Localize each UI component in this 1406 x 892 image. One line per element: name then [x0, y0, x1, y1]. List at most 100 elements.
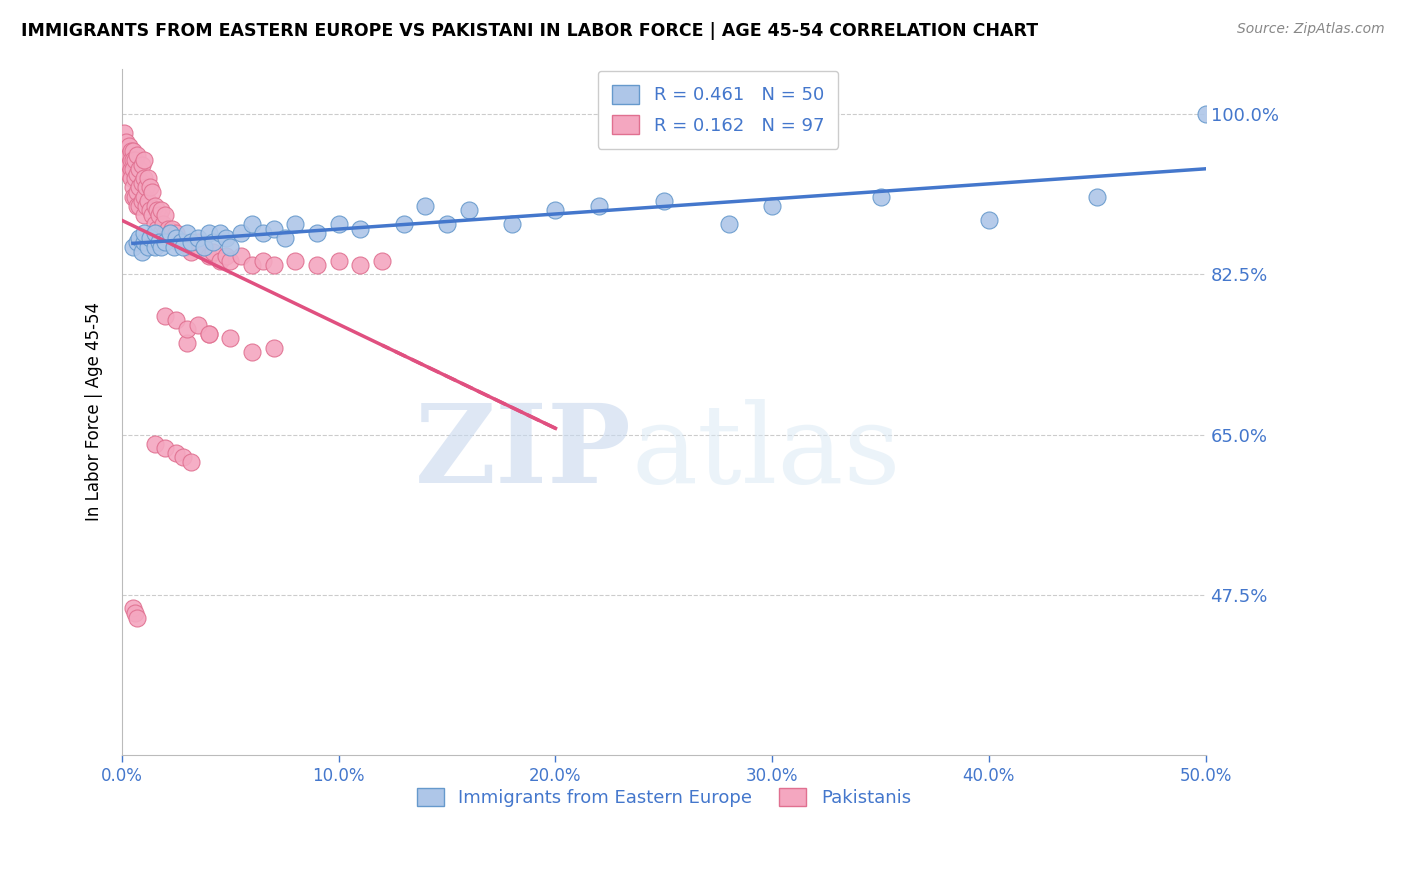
- Point: [392, 217, 415, 231]
- Point: [187, 231, 209, 245]
- Point: [132, 235, 155, 250]
- Point: [202, 235, 225, 250]
- Point: [197, 226, 219, 240]
- Point: [172, 240, 194, 254]
- Point: [132, 153, 155, 167]
- Point: [501, 217, 523, 231]
- Point: [136, 194, 159, 209]
- Point: [165, 446, 187, 460]
- Point: [141, 208, 163, 222]
- Point: [167, 235, 190, 250]
- Point: [143, 199, 166, 213]
- Point: [172, 235, 194, 250]
- Point: [156, 221, 179, 235]
- Point: [143, 217, 166, 231]
- Point: [117, 139, 139, 153]
- Point: [115, 153, 138, 167]
- Point: [588, 199, 610, 213]
- Point: [263, 258, 285, 272]
- Point: [180, 235, 202, 250]
- Point: [155, 235, 177, 250]
- Point: [252, 253, 274, 268]
- Point: [328, 253, 350, 268]
- Point: [124, 171, 146, 186]
- Point: [112, 144, 135, 158]
- Point: [160, 221, 183, 235]
- Point: [115, 162, 138, 177]
- Point: [139, 231, 162, 245]
- Point: [150, 240, 173, 254]
- Point: [135, 199, 157, 213]
- Point: [163, 240, 186, 254]
- Point: [132, 189, 155, 203]
- Point: [152, 217, 174, 231]
- Point: [307, 226, 329, 240]
- Point: [124, 153, 146, 167]
- Point: [349, 221, 371, 235]
- Point: [219, 253, 242, 268]
- Point: [148, 208, 170, 222]
- Point: [150, 203, 173, 218]
- Text: Source: ZipAtlas.com: Source: ZipAtlas.com: [1237, 22, 1385, 37]
- Point: [139, 180, 162, 194]
- Point: [145, 221, 167, 235]
- Point: [252, 226, 274, 240]
- Point: [115, 135, 138, 149]
- Point: [127, 199, 149, 213]
- Point: [457, 203, 479, 218]
- Point: [187, 235, 209, 250]
- Point: [143, 240, 166, 254]
- Point: [159, 226, 181, 240]
- Point: [127, 610, 149, 624]
- Point: [284, 217, 307, 231]
- Point: [240, 345, 263, 359]
- Point: [122, 153, 145, 167]
- Point: [155, 442, 177, 456]
- Point: [132, 171, 155, 186]
- Point: [165, 231, 187, 245]
- Point: [263, 341, 285, 355]
- Point: [122, 180, 145, 194]
- Point: [165, 313, 187, 327]
- Legend: Immigrants from Eastern Europe, Pakistanis: Immigrants from Eastern Europe, Pakistan…: [409, 780, 918, 814]
- Point: [180, 244, 202, 259]
- Point: [117, 148, 139, 162]
- Point: [187, 318, 209, 332]
- Text: atlas: atlas: [631, 400, 901, 507]
- Point: [127, 185, 149, 199]
- Point: [124, 189, 146, 203]
- Point: [135, 180, 157, 194]
- Point: [208, 253, 231, 268]
- Text: ZIP: ZIP: [415, 400, 631, 507]
- Point: [124, 606, 146, 620]
- Point: [284, 253, 307, 268]
- Point: [136, 240, 159, 254]
- Text: IMMIGRANTS FROM EASTERN EUROPE VS PAKISTANI IN LABOR FORCE | AGE 45-54 CORRELATI: IMMIGRANTS FROM EASTERN EUROPE VS PAKIST…: [21, 22, 1038, 40]
- Point: [328, 217, 350, 231]
- Point: [169, 235, 191, 250]
- Point: [132, 226, 155, 240]
- Point: [219, 331, 242, 345]
- Point: [150, 226, 173, 240]
- Point: [371, 253, 394, 268]
- Point: [761, 199, 783, 213]
- Point: [131, 194, 153, 209]
- Point: [717, 217, 740, 231]
- Point: [172, 450, 194, 465]
- Point: [136, 171, 159, 186]
- Point: [165, 226, 187, 240]
- Point: [148, 235, 170, 250]
- Point: [176, 240, 198, 254]
- Point: [117, 158, 139, 172]
- Point: [131, 158, 153, 172]
- Point: [141, 185, 163, 199]
- Point: [869, 189, 891, 203]
- Point: [155, 208, 177, 222]
- Point: [176, 226, 198, 240]
- Point: [349, 258, 371, 272]
- Point: [139, 203, 162, 218]
- Point: [176, 322, 198, 336]
- Y-axis label: In Labor Force | Age 45-54: In Labor Force | Age 45-54: [86, 302, 103, 521]
- Point: [273, 231, 295, 245]
- Point: [159, 226, 181, 240]
